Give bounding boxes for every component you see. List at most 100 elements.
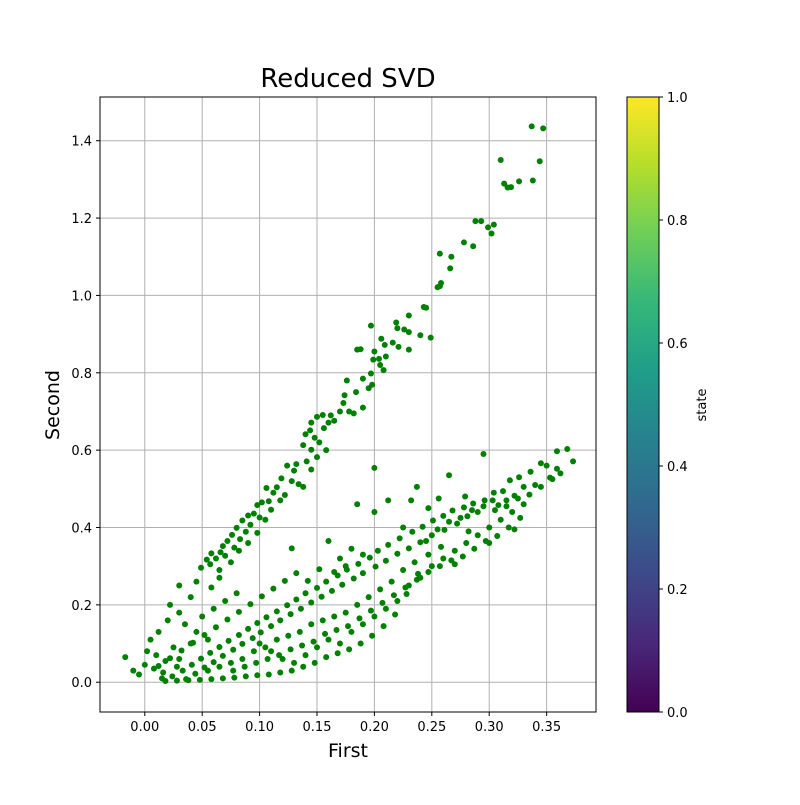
data-point bbox=[529, 177, 536, 184]
data-point bbox=[178, 647, 185, 654]
data-point bbox=[377, 362, 384, 369]
data-point bbox=[357, 640, 364, 647]
data-point bbox=[162, 657, 169, 664]
data-point bbox=[415, 570, 422, 577]
data-point bbox=[318, 593, 325, 600]
data-point bbox=[302, 652, 309, 659]
colorbar-tick-label: 0.6 bbox=[667, 337, 688, 352]
data-point bbox=[334, 650, 341, 657]
data-point bbox=[341, 392, 348, 399]
data-point bbox=[281, 577, 288, 584]
data-point bbox=[217, 549, 224, 556]
data-point bbox=[160, 669, 167, 676]
data-point bbox=[526, 491, 533, 498]
data-point bbox=[287, 646, 294, 653]
colorbar-label: state bbox=[695, 389, 710, 422]
data-point bbox=[325, 419, 332, 426]
colorbar bbox=[626, 96, 660, 713]
data-point bbox=[472, 218, 479, 225]
data-point bbox=[219, 652, 226, 659]
data-point bbox=[469, 507, 475, 514]
data-point bbox=[216, 567, 223, 574]
data-point bbox=[253, 659, 260, 666]
data-point bbox=[231, 544, 238, 551]
data-point bbox=[225, 637, 232, 644]
data-point bbox=[405, 545, 412, 552]
data-point bbox=[147, 636, 154, 643]
data-point bbox=[425, 568, 432, 575]
data-point bbox=[224, 538, 231, 545]
data-point bbox=[451, 561, 458, 568]
x-tick-label: 0.35 bbox=[532, 720, 561, 735]
data-point bbox=[482, 538, 489, 545]
data-point bbox=[350, 575, 357, 582]
data-point bbox=[359, 551, 366, 558]
data-point bbox=[423, 304, 430, 311]
data-point bbox=[494, 533, 501, 540]
data-point bbox=[212, 555, 219, 562]
data-point bbox=[141, 661, 148, 668]
data-point bbox=[155, 662, 162, 669]
data-point bbox=[325, 636, 332, 643]
data-point bbox=[471, 545, 478, 552]
data-point bbox=[304, 577, 311, 584]
data-point bbox=[219, 543, 226, 550]
data-point bbox=[250, 510, 257, 517]
data-point bbox=[365, 594, 372, 601]
data-point bbox=[284, 602, 291, 609]
data-point bbox=[564, 445, 571, 452]
data-point bbox=[536, 158, 543, 165]
data-point bbox=[497, 516, 504, 523]
x-tick-label: 0.30 bbox=[475, 720, 504, 735]
data-point bbox=[396, 535, 403, 542]
data-point bbox=[514, 495, 521, 502]
data-point bbox=[331, 568, 338, 575]
data-point bbox=[295, 481, 302, 488]
data-point bbox=[402, 584, 409, 591]
data-point bbox=[323, 654, 330, 661]
data-point bbox=[474, 509, 481, 516]
data-point bbox=[549, 476, 556, 483]
x-axis-ticks: 0.00 0.05 0.10 0.15 0.20 0.25 0.30 0.35 bbox=[130, 712, 561, 735]
data-point bbox=[354, 501, 361, 508]
data-point bbox=[359, 570, 366, 577]
data-point bbox=[434, 526, 441, 533]
data-point bbox=[369, 632, 376, 639]
data-point bbox=[167, 655, 174, 662]
data-point bbox=[516, 474, 523, 481]
data-point bbox=[400, 524, 407, 531]
data-point bbox=[262, 644, 269, 651]
data-point bbox=[451, 547, 458, 554]
data-point bbox=[389, 339, 396, 346]
y-tick-label: 1.2 bbox=[71, 212, 92, 227]
data-point bbox=[254, 620, 261, 627]
data-point bbox=[284, 462, 291, 469]
data-point bbox=[181, 621, 188, 628]
data-point bbox=[293, 570, 300, 577]
data-point bbox=[457, 514, 464, 521]
data-point bbox=[210, 659, 217, 666]
data-point bbox=[367, 322, 374, 329]
colorbar-tick-label: 0.2 bbox=[667, 583, 688, 598]
data-point bbox=[268, 506, 275, 513]
data-point bbox=[155, 628, 162, 635]
x-tick-label: 0.00 bbox=[130, 720, 159, 735]
data-point bbox=[345, 623, 351, 630]
data-point bbox=[367, 370, 374, 377]
data-point bbox=[382, 353, 389, 360]
data-point bbox=[370, 356, 377, 363]
data-point bbox=[405, 346, 412, 353]
data-point bbox=[528, 123, 535, 130]
data-point bbox=[230, 646, 237, 653]
data-point bbox=[239, 517, 246, 524]
data-point bbox=[257, 629, 264, 636]
data-point bbox=[245, 512, 252, 519]
colorbar-ticks: 0.0 0.2 0.4 0.6 0.8 1.0 bbox=[659, 91, 688, 721]
data-point bbox=[357, 346, 364, 353]
data-point bbox=[320, 425, 327, 432]
data-point bbox=[393, 319, 400, 326]
data-point bbox=[210, 605, 217, 612]
data-point bbox=[394, 325, 401, 332]
data-point bbox=[448, 557, 455, 564]
